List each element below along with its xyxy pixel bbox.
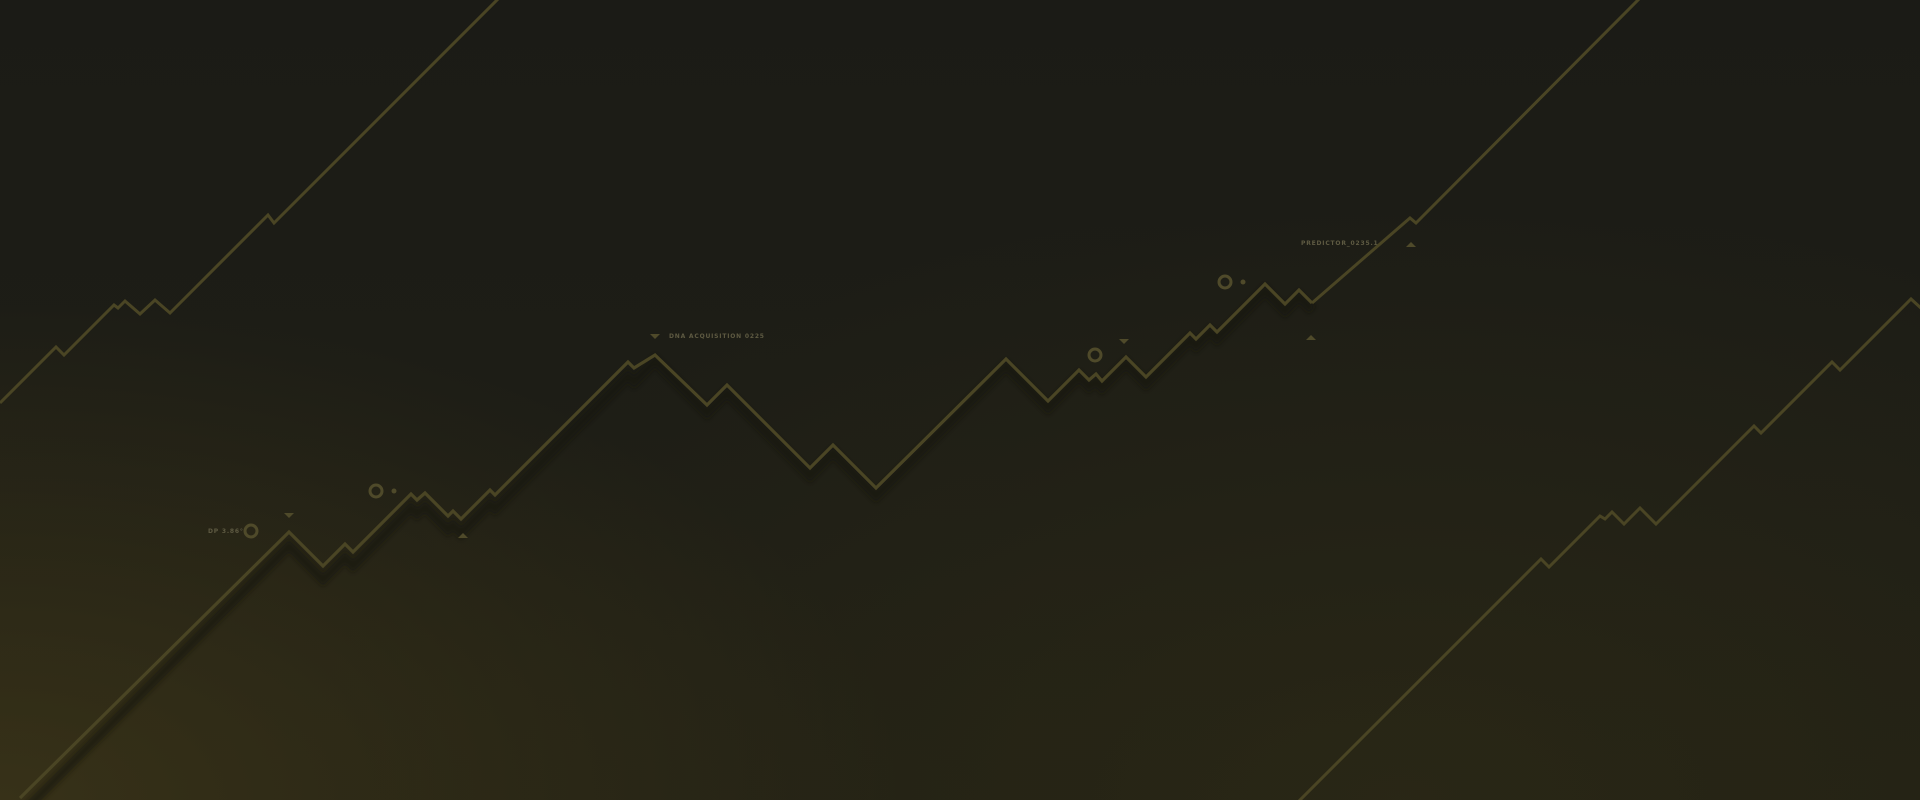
triangle-marker-up-middle	[1306, 335, 1316, 340]
ring-marker-middle	[1087, 347, 1103, 363]
ring-marker-left	[243, 523, 259, 539]
triangle-marker-down-middle	[1119, 339, 1129, 344]
ring-marker-lower	[368, 483, 384, 499]
dot-marker-lower	[391, 488, 397, 494]
triangle-marker-up-right	[1406, 242, 1416, 247]
triangle-marker-down-center	[650, 334, 660, 339]
dot-marker-right	[1240, 279, 1246, 285]
line-lower-right	[1297, 296, 1920, 800]
triangle-marker-up-lower	[458, 533, 468, 538]
ring-marker-right	[1217, 274, 1233, 290]
annotation-center: DNA ACQUISITION 0225	[669, 333, 765, 340]
line-main-shadow	[28, 284, 1316, 800]
triangle-marker-down-left	[284, 513, 294, 518]
annotation-right: PREDICTOR_0235.1	[1301, 240, 1379, 247]
line-main	[18, 281, 1314, 800]
line-upper-left	[0, 0, 500, 405]
annotation-left: DP 3.86°	[208, 528, 244, 535]
line-upper-right	[1311, 0, 1641, 305]
